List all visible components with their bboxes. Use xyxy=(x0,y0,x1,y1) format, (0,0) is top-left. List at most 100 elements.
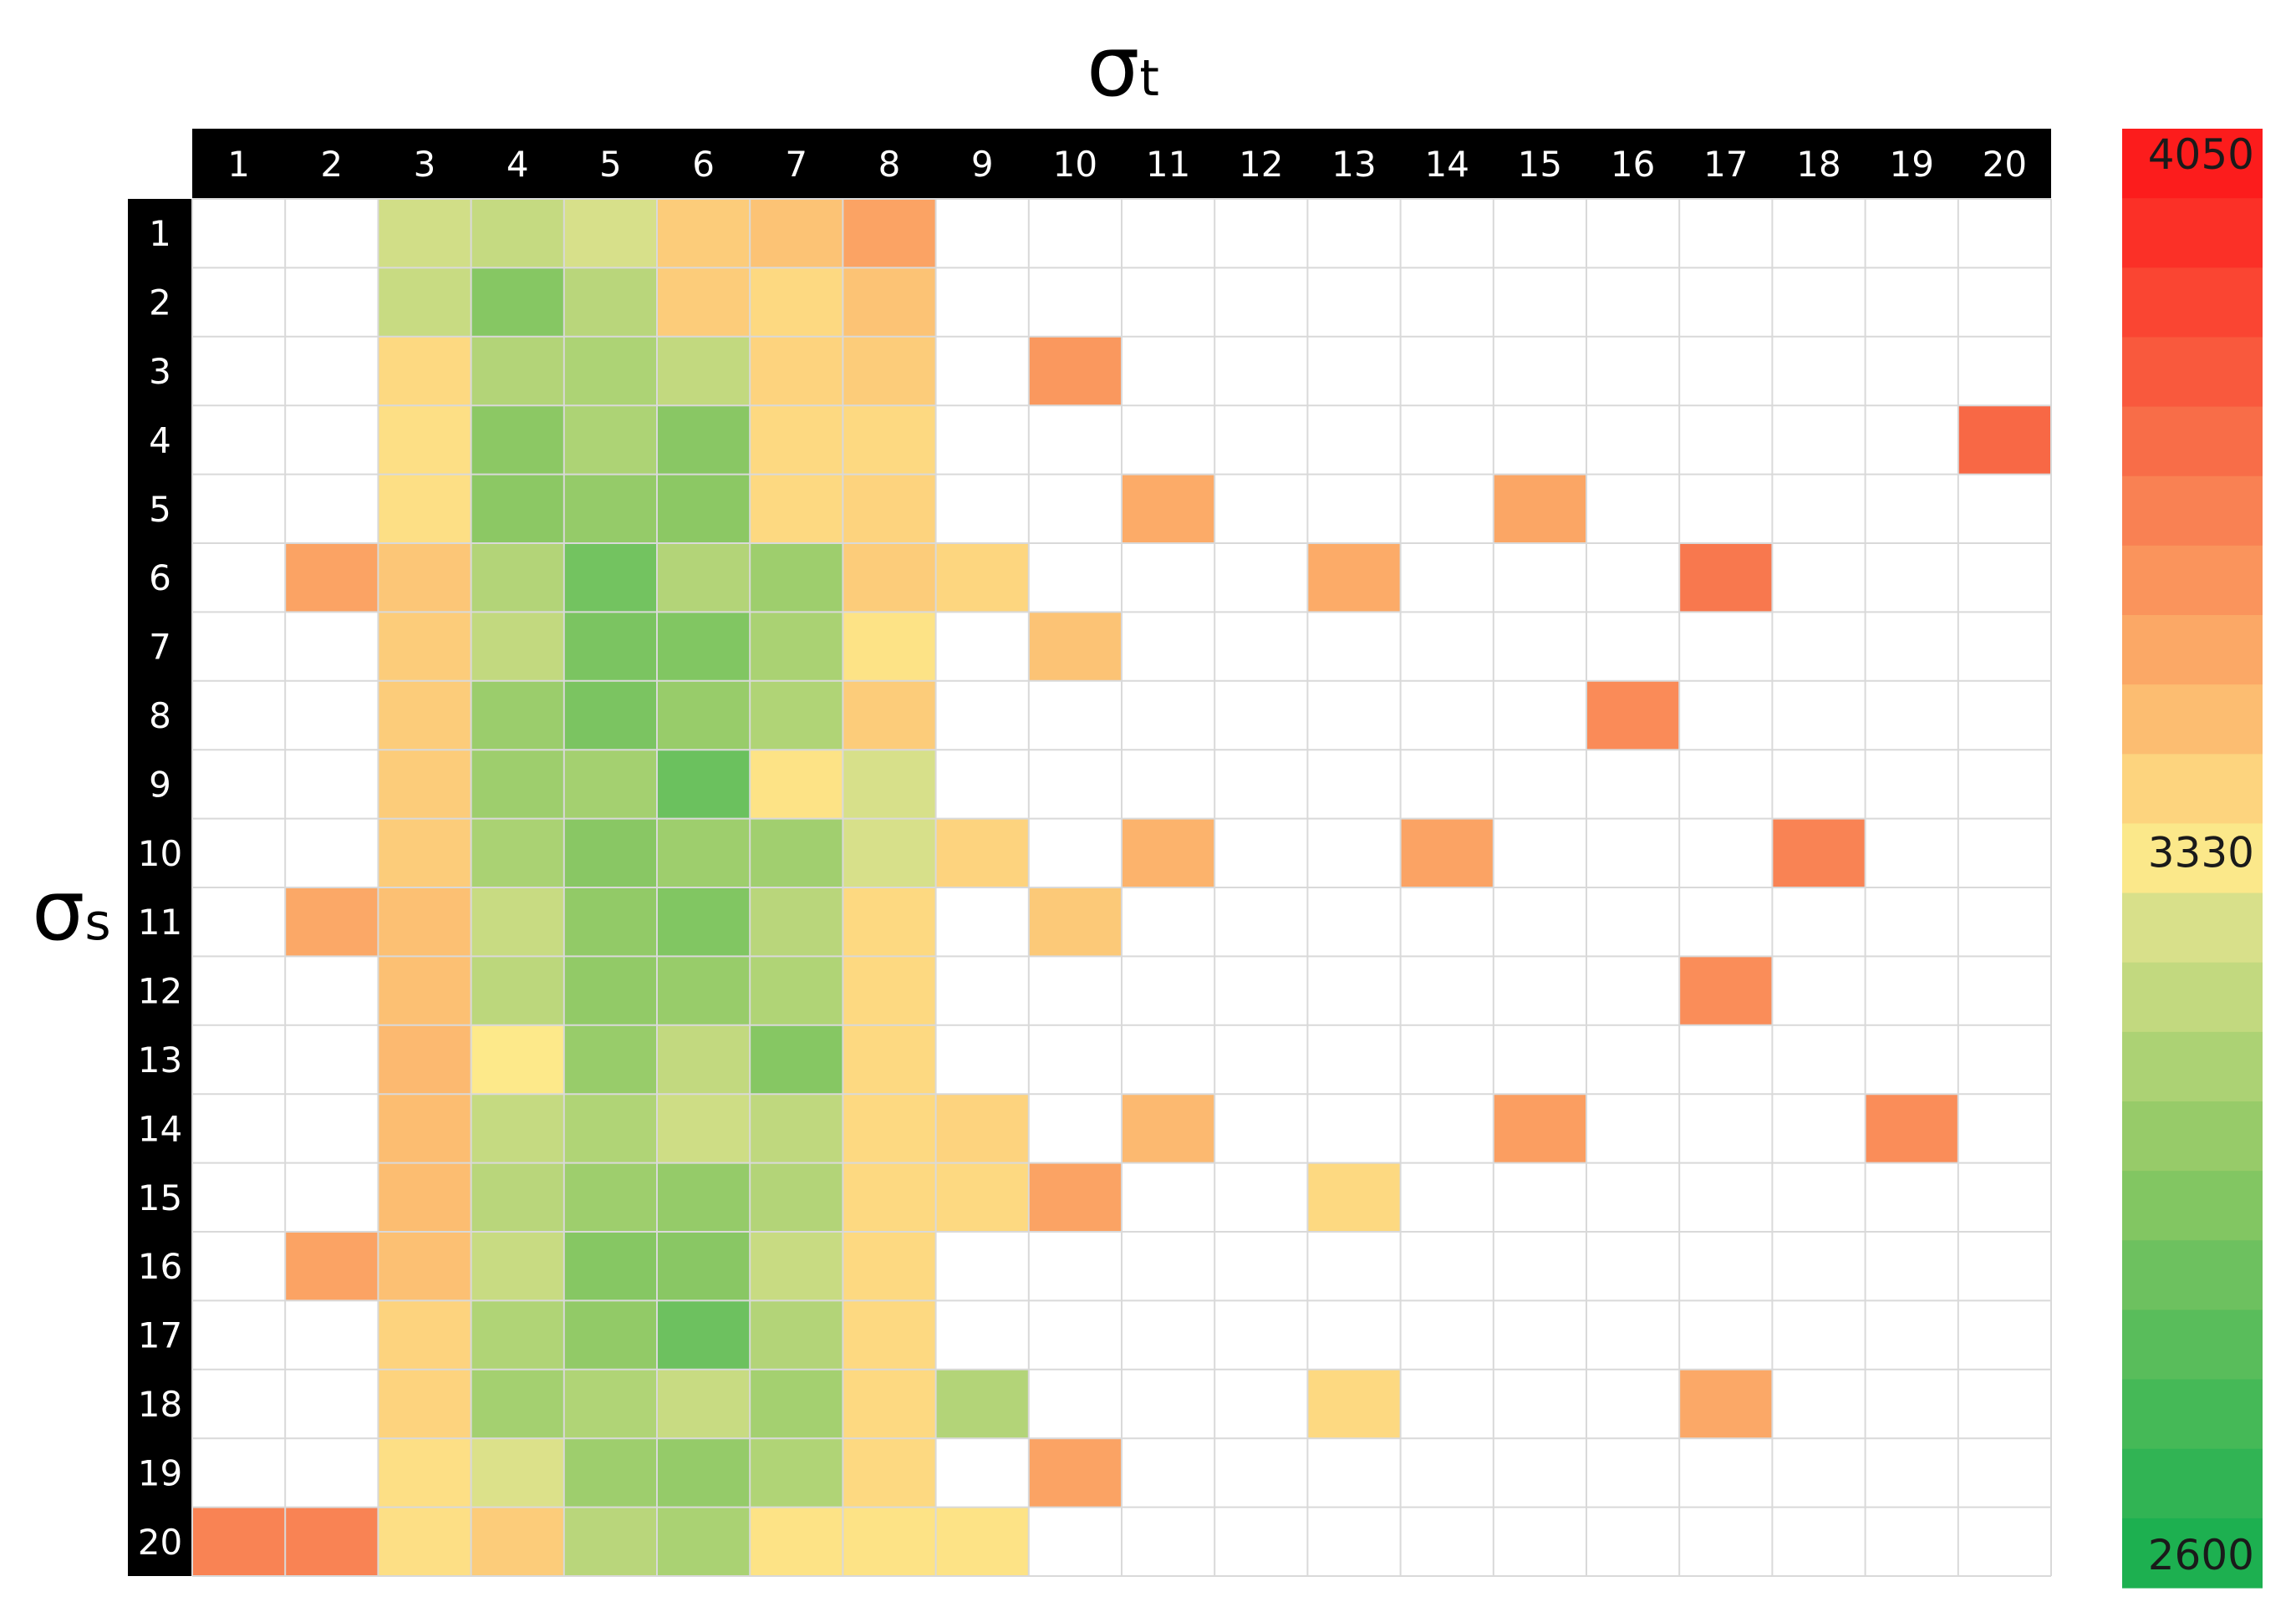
heatmap-cell xyxy=(1122,680,1215,750)
heatmap-cell xyxy=(1028,1438,1123,1508)
heatmap-cell xyxy=(1865,1162,1959,1233)
heatmap-cell xyxy=(1865,267,1959,338)
heatmap-cell xyxy=(843,680,937,750)
heatmap-cell xyxy=(935,405,1030,475)
heatmap-cell xyxy=(1028,818,1123,888)
heatmap-cell xyxy=(750,267,843,338)
column-label: 20 xyxy=(1983,144,2027,185)
heatmap-cell xyxy=(1307,956,1402,1026)
heatmap-cell xyxy=(1122,1232,1215,1301)
heatmap-cell xyxy=(1028,887,1123,957)
heatmap-cell xyxy=(1865,612,1959,682)
heatmap-cell xyxy=(657,1300,751,1370)
heatmap-cell xyxy=(192,474,286,544)
heatmap-cell xyxy=(1493,405,1587,475)
heatmap-cell xyxy=(285,267,379,338)
heatmap-cell xyxy=(750,1162,843,1233)
heatmap-cell xyxy=(1586,1094,1680,1164)
heatmap-cell xyxy=(1400,267,1494,338)
heatmap-cell xyxy=(1865,956,1959,1026)
heatmap-cell xyxy=(1865,1507,1959,1577)
heatmap-cell xyxy=(843,1025,937,1095)
colorbar-band xyxy=(2122,615,2263,685)
heatmap-cell xyxy=(285,1369,379,1439)
heatmap-cell xyxy=(750,543,843,613)
heatmap-cell xyxy=(1865,818,1959,888)
row-label: 5 xyxy=(149,489,171,530)
heatmap-cell xyxy=(935,1507,1030,1577)
heatmap-cell xyxy=(1586,680,1680,750)
heatmap-cell xyxy=(657,1369,751,1439)
heatmap-cell xyxy=(1957,1162,2052,1233)
heatmap-cell xyxy=(1772,750,1866,820)
heatmap-cell xyxy=(285,818,379,888)
heatmap-cell xyxy=(192,336,286,406)
heatmap-cell xyxy=(1586,1232,1680,1301)
heatmap-cell xyxy=(935,1232,1030,1301)
heatmap-cell xyxy=(1400,1232,1494,1301)
heatmap-cell xyxy=(1122,1507,1215,1577)
colorbar-band xyxy=(2122,129,2263,199)
heatmap-cell xyxy=(563,543,658,613)
heatmap-cell xyxy=(1957,267,2052,338)
heatmap-cell xyxy=(843,1438,937,1508)
heatmap-cell xyxy=(1122,1162,1215,1233)
heatmap-cell xyxy=(471,1300,565,1370)
heatmap-cell xyxy=(1493,1232,1587,1301)
heatmap-cell xyxy=(1493,543,1587,613)
heatmap-cell xyxy=(1679,543,1773,613)
heatmap-cell xyxy=(750,1025,843,1095)
heatmap-cell xyxy=(1307,199,1402,268)
heatmap-cell xyxy=(1400,199,1494,268)
heatmap-cell xyxy=(750,887,843,957)
x-axis-title-subscript: t xyxy=(1139,49,1159,108)
heatmap-cell xyxy=(935,543,1030,613)
heatmap-cell xyxy=(657,1232,751,1301)
heatmap-cell xyxy=(378,1094,472,1164)
heatmap-cell xyxy=(1400,680,1494,750)
heatmap-cell xyxy=(1493,1369,1587,1439)
column-label: 5 xyxy=(599,144,622,185)
heatmap-cell xyxy=(1122,267,1215,338)
heatmap-cell xyxy=(1865,1438,1959,1508)
heatmap-cell xyxy=(935,199,1030,268)
colorbar-band xyxy=(2122,684,2263,755)
column-label: 1 xyxy=(227,144,250,185)
heatmap-cell xyxy=(1493,956,1587,1026)
colorbar-band xyxy=(2122,1101,2263,1172)
heatmap-cell xyxy=(1028,405,1123,475)
heatmap-cell xyxy=(1214,1438,1308,1508)
heatmap-cell xyxy=(1122,956,1215,1026)
heatmap-cell xyxy=(285,1507,379,1577)
heatmap-cell xyxy=(843,887,937,957)
heatmap-cell xyxy=(1957,1232,2052,1301)
heatmap-cell xyxy=(657,1162,751,1233)
heatmap-cell xyxy=(1957,474,2052,544)
heatmap-cell xyxy=(285,612,379,682)
heatmap-cell xyxy=(1679,474,1773,544)
heatmap-cell xyxy=(1679,336,1773,406)
heatmap-cell xyxy=(1772,887,1866,957)
column-label: 6 xyxy=(692,144,715,185)
heatmap-cell xyxy=(1957,336,2052,406)
heatmap-cell xyxy=(378,887,472,957)
heatmap-cell xyxy=(1400,1025,1494,1095)
heatmap-cell xyxy=(1028,474,1123,544)
heatmap-cell xyxy=(192,1369,286,1439)
heatmap-cell xyxy=(471,612,565,682)
heatmap-cell xyxy=(1122,612,1215,682)
heatmap-cell xyxy=(843,405,937,475)
y-axis-title-symbol: σ xyxy=(32,862,85,959)
heatmap-cell xyxy=(657,612,751,682)
heatmap-cell xyxy=(1307,1300,1402,1370)
heatmap-cell xyxy=(192,405,286,475)
heatmap-cell xyxy=(285,1162,379,1233)
heatmap-cell xyxy=(750,1300,843,1370)
heatmap-cell xyxy=(1679,267,1773,338)
heatmap-cell xyxy=(1028,612,1123,682)
heatmap-cell xyxy=(563,680,658,750)
heatmap-cell xyxy=(1122,474,1215,544)
row-label: 10 xyxy=(138,833,182,874)
heatmap-cell xyxy=(285,680,379,750)
heatmap-cell xyxy=(1957,543,2052,613)
